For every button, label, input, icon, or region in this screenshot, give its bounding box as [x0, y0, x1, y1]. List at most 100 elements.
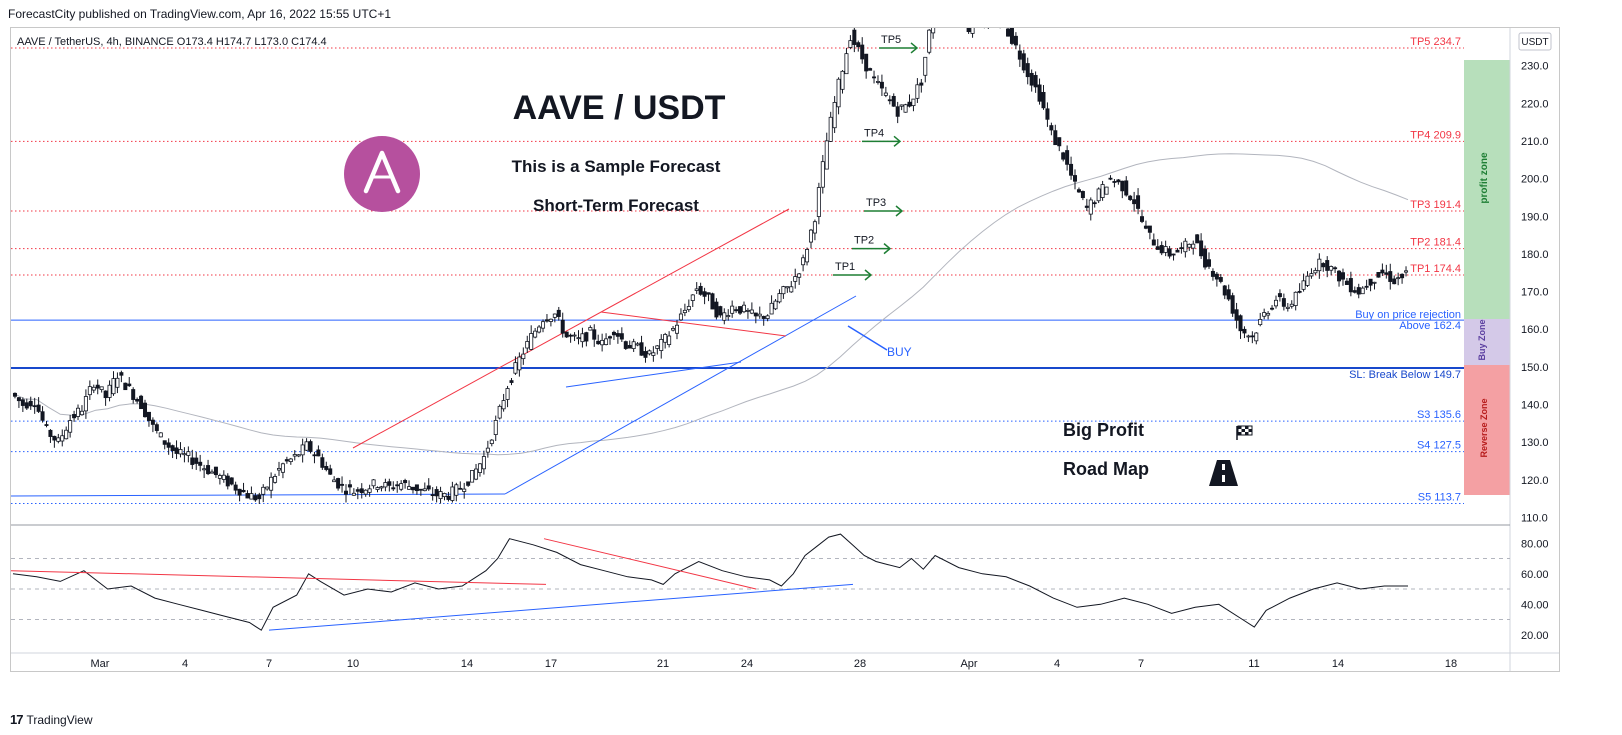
zone-profit-label: profit zone [1479, 152, 1490, 204]
candle-up [474, 468, 479, 480]
candle-down [1277, 293, 1282, 298]
candle-down [907, 101, 912, 107]
candle-up [1254, 332, 1259, 342]
time-tick-label: 4 [182, 658, 188, 670]
candle-down [761, 316, 766, 319]
candle-down [860, 44, 865, 60]
candle-down [1195, 234, 1200, 244]
candle-down [1214, 273, 1219, 280]
tradingview-footer[interactable]: 17 TradingView [10, 712, 93, 727]
candle-down [887, 99, 892, 102]
time-tick-label: 28 [854, 658, 866, 670]
candle-up [663, 334, 668, 343]
candle-down [1116, 179, 1121, 183]
candle-up [422, 488, 427, 492]
candle-down [1151, 239, 1156, 246]
candle-up [442, 493, 447, 498]
tp-arrow-head [883, 243, 892, 255]
candle-up [671, 328, 676, 331]
rsi-pane[interactable]: 80.00 60.00 40.00 20.00 [11, 533, 1549, 642]
triangle-upper-line[interactable] [600, 311, 787, 337]
candle-down [52, 435, 57, 441]
candle-down [1167, 248, 1172, 257]
candle-up [548, 318, 553, 322]
candle-up [659, 339, 664, 351]
candle-up [781, 286, 786, 295]
candle-up [903, 104, 908, 113]
price-tick-label: 210.0 [1521, 136, 1549, 148]
candle-down [229, 477, 234, 485]
zone-buy-label: Buy Zone [1477, 319, 1487, 360]
candle-up [588, 327, 593, 331]
candle-up [678, 313, 683, 321]
candle-up [647, 350, 652, 355]
candle-down [895, 106, 900, 117]
candle-down [359, 488, 364, 494]
candle-down [1120, 180, 1125, 192]
candle-down [466, 481, 471, 486]
rsi-resistance-trendline[interactable] [11, 570, 547, 585]
candle-down [253, 495, 258, 501]
candle-down [257, 494, 262, 500]
candle-up [801, 257, 806, 266]
price-level-label: S3 135.6 [1417, 409, 1461, 421]
candle-down [123, 382, 128, 391]
profit-zone-rect [1464, 60, 1510, 319]
candle-up [1163, 246, 1168, 253]
checkered-flag-icon [1236, 425, 1253, 440]
candle-up [182, 453, 187, 456]
candle-up [1266, 312, 1271, 316]
moving-average-layer [12, 153, 1409, 456]
price-tick-label: 190.0 [1521, 211, 1549, 223]
candle-up [450, 486, 455, 501]
symbol-header[interactable]: AAVE / TetherUS, 4h, BINANCE O173.4 H174… [17, 36, 327, 48]
candle-up [1285, 306, 1290, 309]
buy-label: BUY [887, 345, 912, 359]
candle-down [1053, 130, 1058, 146]
price-axis[interactable]: 230.0 220.0 210.0 200.0 190.0 180.0 170.0 160.0… [1521, 61, 1549, 525]
time-tick-label: Mar [91, 658, 110, 670]
triangle-lower-line[interactable] [565, 361, 742, 388]
buy-pointer-line [847, 325, 888, 351]
candle-up [1317, 258, 1322, 272]
candle-down [544, 319, 549, 322]
candle-down [1143, 225, 1148, 229]
time-tick-label: 14 [461, 658, 473, 670]
currency-badge[interactable]: USDT [1518, 32, 1552, 51]
candle-up [631, 341, 636, 350]
candle-down [162, 440, 167, 445]
time-tick-label: 21 [657, 658, 669, 670]
candle-up [202, 468, 207, 471]
candle-up [682, 309, 687, 314]
candle-down [1234, 309, 1239, 321]
candle-down [1171, 253, 1176, 256]
rsi-support-trendline[interactable] [268, 583, 854, 631]
time-axis[interactable]: Mar 4 7 10 14 17 21 24 28 Apr 4 7 11 14 18 [91, 658, 1458, 670]
candle-up [485, 447, 490, 453]
time-tick-label: Apr [960, 658, 977, 670]
candle-down [1017, 50, 1022, 60]
rsi-resistance-trendline-2[interactable] [543, 538, 757, 590]
rising-support-trendline[interactable] [504, 295, 857, 495]
candle-down [1388, 271, 1393, 282]
candle-down [336, 478, 341, 489]
candle-down [615, 333, 620, 337]
candle-down [1128, 195, 1133, 200]
candle-up [785, 286, 790, 289]
chart-frame[interactable]: profit zone Buy Zone Reverse Zone TP5 23… [10, 27, 1560, 672]
candle-up [655, 345, 660, 349]
candle-up [525, 341, 530, 349]
candle-down [1270, 307, 1275, 310]
candle-up [371, 479, 376, 487]
price-level-label: TP2 181.4 [1410, 237, 1461, 249]
candle-down [316, 449, 321, 457]
resistance-trendline[interactable] [352, 208, 790, 449]
chart-canvas[interactable]: profit zone Buy Zone Reverse Zone TP5 23… [11, 28, 1559, 671]
price-tick-label: 180.0 [1521, 249, 1549, 261]
candle-down [343, 490, 348, 495]
candle-up [805, 249, 810, 263]
tp-arrow-head [893, 135, 902, 147]
candle-down [1206, 259, 1211, 267]
tp-label: TP3 [866, 197, 886, 209]
candle-down [410, 486, 415, 491]
